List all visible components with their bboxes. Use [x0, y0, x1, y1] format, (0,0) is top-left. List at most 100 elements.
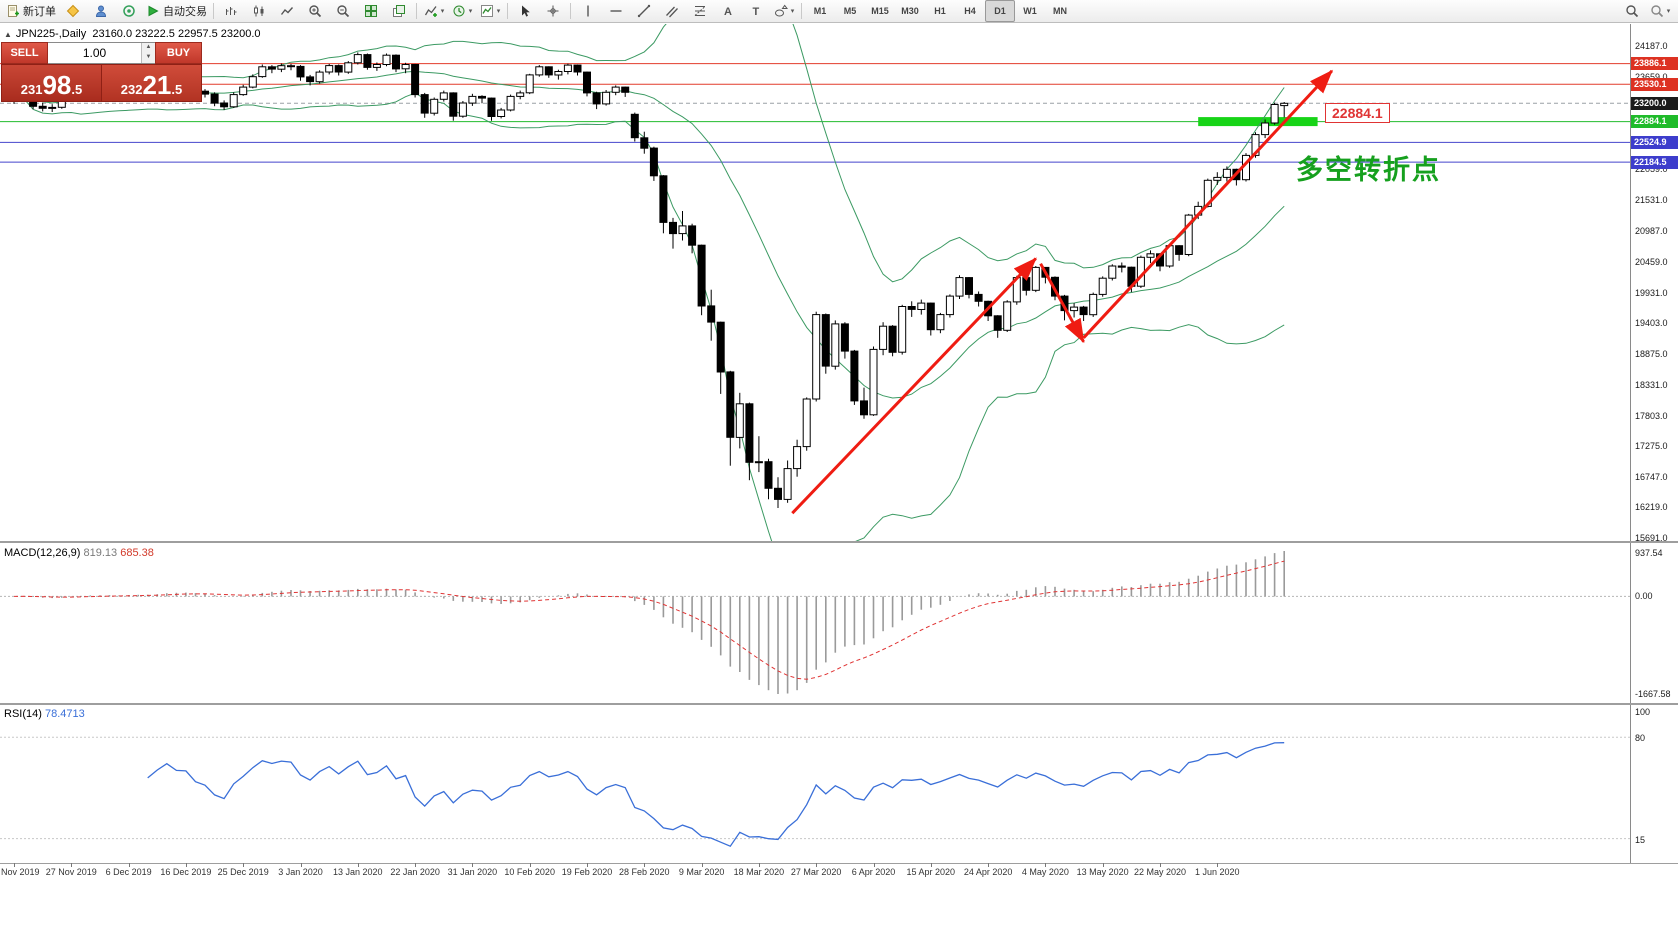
candle[interactable] [48, 104, 57, 112]
candle[interactable] [220, 100, 229, 110]
candle[interactable] [821, 313, 830, 374]
search-button[interactable] [1618, 0, 1646, 22]
bollinger-upper-line[interactable] [13, 0, 1285, 283]
timeframe-m30-button[interactable]: M30 [901, 6, 919, 16]
horizontal-line-button[interactable] [602, 0, 630, 22]
vertical-line-button[interactable] [574, 0, 602, 22]
candle[interactable] [334, 64, 343, 76]
candle[interactable] [372, 62, 381, 71]
candle[interactable] [392, 54, 400, 73]
buy-price[interactable]: 232 21.5 [101, 64, 202, 102]
tile-windows-button[interactable] [357, 0, 385, 22]
candle[interactable] [669, 217, 677, 249]
candle[interactable] [430, 97, 439, 116]
candle[interactable] [239, 84, 248, 96]
candle[interactable] [478, 95, 486, 104]
candle[interactable] [439, 90, 448, 102]
candle[interactable] [754, 436, 763, 473]
fibonacci-retracement-button[interactable] [686, 0, 714, 22]
candle[interactable] [1261, 119, 1270, 139]
candle[interactable] [726, 370, 735, 466]
candle[interactable] [420, 92, 429, 118]
candle[interactable] [210, 92, 219, 107]
candle[interactable] [630, 112, 639, 142]
turning-point-annotation[interactable]: 多空转折点 [1296, 155, 1441, 185]
candle[interactable] [544, 66, 553, 78]
candle[interactable] [325, 63, 334, 75]
candle[interactable] [774, 477, 782, 508]
candle[interactable] [1003, 300, 1012, 332]
candle[interactable] [926, 302, 935, 336]
volume-value[interactable]: 1.00 [82, 46, 107, 60]
timeframe-d1-button[interactable]: D1 [985, 0, 1015, 22]
candle[interactable] [267, 65, 276, 74]
volume-increase-button[interactable]: ▲ [142, 43, 155, 53]
candle[interactable] [573, 64, 582, 76]
candle[interactable] [611, 85, 620, 96]
price-annotation[interactable]: 22884.1 [1325, 103, 1390, 123]
candle[interactable] [621, 86, 630, 97]
panel-divider-rsi[interactable] [0, 703, 1678, 705]
text-label-button[interactable]: T [742, 0, 770, 22]
candle[interactable] [945, 294, 954, 318]
candle[interactable] [363, 53, 372, 70]
candle[interactable] [1070, 303, 1079, 318]
candle[interactable] [277, 63, 286, 73]
zoom-out-button[interactable] [329, 0, 357, 22]
candle[interactable] [1184, 213, 1193, 257]
candle[interactable] [563, 63, 572, 75]
zoom-in-button[interactable] [301, 0, 329, 22]
candle[interactable] [287, 63, 295, 71]
candle[interactable] [583, 71, 591, 97]
candle[interactable] [306, 74, 315, 86]
candle[interactable] [1213, 172, 1222, 185]
support-zone[interactable] [1198, 117, 1318, 127]
candle[interactable] [1108, 264, 1117, 281]
candle[interactable] [640, 131, 649, 154]
candle[interactable] [353, 52, 362, 65]
candle[interactable] [659, 175, 668, 234]
candle[interactable] [1270, 102, 1279, 125]
candle[interactable] [411, 63, 420, 98]
rsi-line[interactable] [147, 742, 1285, 848]
bollinger-lower-line[interactable] [13, 92, 1285, 588]
candle[interactable] [955, 275, 964, 299]
rsi-panel[interactable] [0, 736, 1630, 848]
candle[interactable] [1280, 102, 1289, 118]
timeframe-h1-button[interactable]: H1 [934, 6, 946, 16]
favorites-button[interactable] [59, 0, 87, 22]
candle[interactable] [649, 146, 658, 181]
candle[interactable] [812, 311, 821, 402]
candle[interactable] [1146, 250, 1155, 264]
timeframe-m5-button[interactable]: M5 [843, 6, 857, 16]
candle[interactable] [869, 346, 878, 416]
candle[interactable] [468, 93, 477, 106]
timeframe-m15-button[interactable]: M15 [871, 6, 889, 16]
candle[interactable] [38, 102, 47, 112]
community-button[interactable] [115, 0, 143, 22]
candle[interactable] [401, 62, 410, 74]
candle[interactable] [1089, 292, 1098, 317]
oneclick-collapse-icon[interactable]: ▲ [4, 30, 12, 39]
trend-arrow-1[interactable] [791, 257, 1037, 515]
sell-price[interactable]: 231 98.5 [1, 64, 101, 102]
candle[interactable] [735, 392, 744, 449]
candle[interactable] [917, 299, 926, 315]
candle[interactable] [936, 312, 945, 334]
candle[interactable] [296, 65, 305, 81]
symbol-search-button[interactable]: ▾ [1646, 0, 1674, 22]
candle[interactable] [506, 94, 515, 112]
candle[interactable] [965, 277, 973, 299]
candle[interactable] [554, 69, 563, 80]
candle[interactable] [201, 89, 209, 98]
candle[interactable] [840, 322, 849, 359]
candle[interactable] [525, 73, 534, 95]
volume-decrease-button[interactable]: ▼ [142, 53, 155, 63]
equidistant-channel-button[interactable] [658, 0, 686, 22]
candle[interactable] [1098, 276, 1107, 297]
timeframe-w1-button[interactable]: W1 [1023, 6, 1037, 16]
volume-field[interactable]: 1.00 ▲ ▼ [48, 42, 155, 64]
candle[interactable] [449, 92, 458, 121]
candle[interactable] [831, 320, 840, 370]
